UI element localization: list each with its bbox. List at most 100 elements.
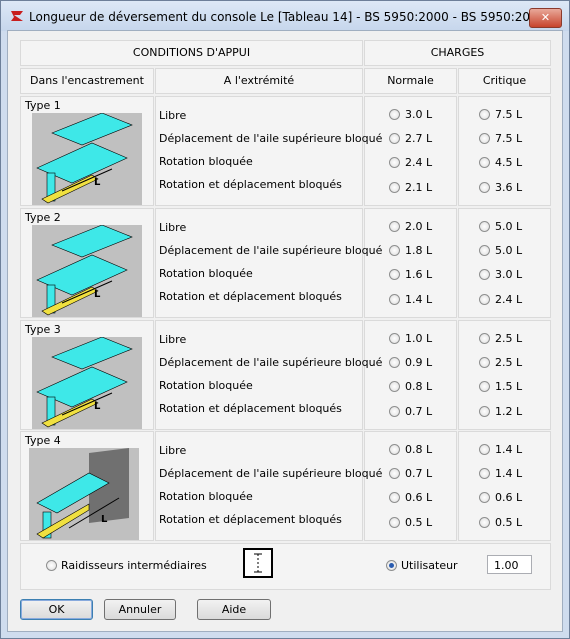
normale-value: 1.4 L: [405, 293, 433, 306]
type-illustration: L: [32, 337, 142, 429]
critique-value: 3.0 L: [495, 268, 523, 281]
normale-value: 0.7 L: [405, 405, 433, 418]
critique-radio[interactable]: [479, 357, 490, 368]
critique-radio[interactable]: [479, 133, 490, 144]
title-bar: Longueur de déversement du console Le [T…: [1, 1, 569, 31]
normale-radio[interactable]: [389, 492, 400, 503]
condition-label: Libre: [159, 333, 187, 346]
critique-radio[interactable]: [479, 245, 490, 256]
critique-radio[interactable]: [479, 444, 490, 455]
condition-label: Rotation bloquée: [159, 155, 253, 168]
dialog-button[interactable]: Annuler: [104, 599, 176, 620]
critique-radio[interactable]: [479, 517, 490, 528]
condition-label: Rotation et déplacement bloqués: [159, 290, 342, 303]
condition-label: Rotation bloquée: [159, 379, 253, 392]
critique-radio[interactable]: [479, 269, 490, 280]
normale-radio[interactable]: [389, 269, 400, 280]
critique-radio[interactable]: [479, 294, 490, 305]
condition-label: Rotation et déplacement bloqués: [159, 402, 342, 415]
normale-value: 2.7 L: [405, 132, 433, 145]
critique-radio[interactable]: [479, 381, 490, 392]
condition-label: Rotation et déplacement bloqués: [159, 513, 342, 526]
critique-radio[interactable]: [479, 333, 490, 344]
critique-cell: [458, 320, 551, 430]
critique-radio[interactable]: [479, 157, 490, 168]
header-cell: CHARGES: [364, 40, 551, 66]
normale-radio[interactable]: [389, 182, 400, 193]
utilisateur-radio[interactable]: [386, 560, 397, 571]
svg-text:L: L: [94, 401, 101, 412]
value-input[interactable]: 1.00: [487, 555, 532, 574]
critique-value: 1.4 L: [495, 467, 523, 480]
condition-label: Rotation et déplacement bloqués: [159, 178, 342, 191]
dialog-button[interactable]: Aide: [197, 599, 271, 620]
critique-value: 5.0 L: [495, 244, 523, 257]
critique-radio[interactable]: [479, 468, 490, 479]
critique-value: 7.5 L: [495, 132, 523, 145]
normale-cell: [364, 208, 457, 318]
normale-radio[interactable]: [389, 468, 400, 479]
normale-value: 2.4 L: [405, 156, 433, 169]
critique-value: 1.5 L: [495, 380, 523, 393]
options-panel: [20, 543, 551, 590]
critique-value: 1.4 L: [495, 443, 523, 456]
normale-radio[interactable]: [389, 221, 400, 232]
critique-value: 0.5 L: [495, 516, 523, 529]
condition-label: Rotation bloquée: [159, 267, 253, 280]
critique-radio[interactable]: [479, 182, 490, 193]
type-illustration: L: [32, 225, 142, 317]
type-label: Type 1: [25, 99, 61, 112]
condition-label: Libre: [159, 221, 187, 234]
condition-cell: [155, 96, 363, 206]
critique-value: 0.6 L: [495, 491, 523, 504]
raidisseurs-radio[interactable]: [46, 560, 57, 571]
condition-label: Libre: [159, 444, 187, 457]
critique-cell: [458, 96, 551, 206]
normale-radio[interactable]: [389, 245, 400, 256]
critique-value: 2.5 L: [495, 356, 523, 369]
normale-radio[interactable]: [389, 357, 400, 368]
utilisateur-label: Utilisateur: [401, 559, 458, 572]
normale-value: 2.1 L: [405, 181, 433, 194]
dialog-button[interactable]: OK: [20, 599, 93, 620]
normale-cell: [364, 320, 457, 430]
condition-label: Déplacement de l'aile supérieure bloqué: [159, 356, 383, 369]
raidisseurs-label: Raidisseurs intermédiaires: [61, 559, 207, 572]
header-cell: A l'extrémité: [155, 68, 363, 94]
type-illustration: L: [29, 448, 139, 540]
stiffener-symbol: [254, 553, 262, 573]
type-label: Type 4: [25, 434, 61, 447]
normale-value: 0.8 L: [405, 380, 433, 393]
type-label: Type 2: [25, 211, 61, 224]
normale-radio[interactable]: [389, 157, 400, 168]
svg-text:L: L: [94, 289, 101, 300]
critique-cell: [458, 431, 551, 541]
normale-value: 0.5 L: [405, 516, 433, 529]
normale-radio[interactable]: [389, 333, 400, 344]
normale-radio[interactable]: [389, 294, 400, 305]
condition-cell: [155, 431, 363, 541]
normale-radio[interactable]: [389, 381, 400, 392]
critique-radio[interactable]: [479, 221, 490, 232]
normale-radio[interactable]: [389, 517, 400, 528]
normale-radio[interactable]: [389, 133, 400, 144]
normale-cell: [364, 96, 457, 206]
critique-radio[interactable]: [479, 492, 490, 503]
critique-radio[interactable]: [479, 109, 490, 120]
critique-value: 7.5 L: [495, 108, 523, 121]
condition-label: Déplacement de l'aile supérieure bloqué: [159, 467, 383, 480]
normale-value: 3.0 L: [405, 108, 433, 121]
close-button[interactable]: ✕: [529, 8, 562, 28]
normale-radio[interactable]: [389, 444, 400, 455]
stiffener-icon: [243, 548, 273, 578]
normale-value: 1.6 L: [405, 268, 433, 281]
critique-value: 2.5 L: [495, 332, 523, 345]
type-label: Type 3: [25, 323, 61, 336]
normale-value: 0.6 L: [405, 491, 433, 504]
normale-radio[interactable]: [389, 109, 400, 120]
critique-value: 4.5 L: [495, 156, 523, 169]
normale-radio[interactable]: [389, 406, 400, 417]
critique-radio[interactable]: [479, 406, 490, 417]
